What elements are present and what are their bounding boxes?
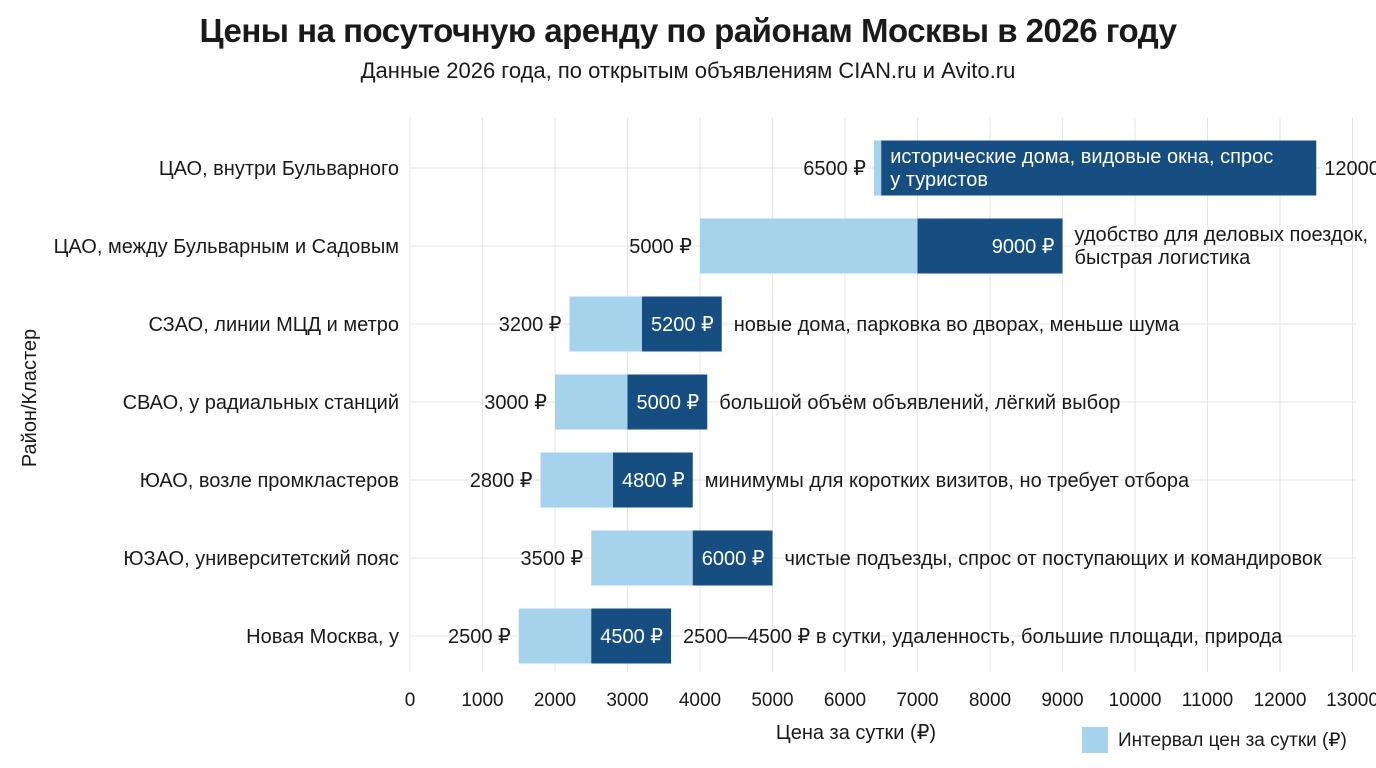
high-price-label: 4800 ₽: [622, 470, 685, 492]
bar-segment-high: [881, 140, 1317, 196]
legend-label: Интервал цен за сутки (₽): [1118, 729, 1347, 751]
x-tick-label: 5000: [751, 690, 793, 711]
category-label: ЦАО, между Бульварным и Садовым: [54, 236, 399, 258]
x-tick-label: 2000: [534, 690, 576, 711]
bar-note: 2500—4500 ₽ в сутки, удаленность, больши…: [683, 626, 1283, 648]
bar-segment-high: [627, 374, 708, 430]
bar-note: минимумы для коротких визитов, но требуе…: [705, 470, 1190, 492]
high-price-label: 9000 ₽: [992, 236, 1055, 258]
high-price-label: 5000 ₽: [636, 392, 699, 414]
bar-segment-high: [917, 218, 1063, 274]
bar-note: исторические дома, видовые окна, спрос у …: [890, 146, 1273, 191]
bar-segment-high: [591, 608, 671, 664]
bar-segment-low: [874, 140, 882, 196]
x-tick-label: 0: [405, 690, 416, 711]
low-price-label: 3200 ₽: [499, 314, 562, 336]
category-label: ЮЗАО, университетский пояс: [123, 548, 399, 570]
x-tick-label: 8000: [969, 690, 1011, 711]
category-label: Новая Москва, у: [246, 626, 399, 648]
low-price-label: 2500 ₽: [448, 626, 511, 648]
low-price-label: 6500 ₽: [803, 158, 866, 180]
bar-segment-high: [642, 296, 722, 352]
legend: Интервал цен за сутки (₽): [1082, 726, 1347, 754]
category-label: ЮАО, возле промкластеров: [140, 470, 399, 492]
x-tick-label: 1000: [461, 690, 503, 711]
x-tick-label: 7000: [896, 690, 938, 711]
bar-note: новые дома, парковка во дворах, меньше ш…: [734, 314, 1181, 336]
bar-segment-low: [569, 296, 642, 352]
bar-segment-low: [555, 374, 628, 430]
category-label: СВАО, у радиальных станций: [123, 392, 399, 414]
low-price-label: 3000 ₽: [484, 392, 547, 414]
chart-subtitle: Данные 2026 года, по открытым объявления…: [360, 58, 1016, 83]
high-price-label: 4500 ₽: [600, 626, 663, 648]
bar-segment-low: [518, 608, 592, 664]
x-tick-label: 4000: [679, 690, 721, 711]
low-price-label: 2800 ₽: [470, 470, 533, 492]
x-tick-label: 3000: [606, 690, 648, 711]
bar-segment-high: [613, 452, 693, 508]
x-tick-label: 10000: [1109, 690, 1162, 711]
bar-segment-low: [540, 452, 613, 508]
y-axis-title: Район/Кластер: [19, 329, 41, 467]
bar-note: большой объём объявлений, лёгкий выбор: [719, 392, 1120, 414]
x-tick-label: 6000: [824, 690, 866, 711]
category-label: ЦАО, внутри Бульварного: [159, 158, 399, 180]
bar-segment-high: [692, 530, 773, 586]
bar-note: чистые подъезды, спрос от поступающих и …: [785, 548, 1322, 570]
x-tick-label: 11000: [1182, 690, 1233, 711]
bar-segment-low: [700, 218, 918, 274]
low-price-label: 3500 ₽: [520, 548, 583, 570]
high-price-label: 5200 ₽: [651, 314, 714, 336]
x-tick-label: 12000: [1254, 690, 1307, 711]
x-tick-label: 13000: [1326, 690, 1376, 711]
low-price-label: 5000 ₽: [629, 236, 692, 258]
bar-segment-low: [591, 530, 693, 586]
x-axis-title: Цена за сутки (₽): [776, 722, 936, 744]
legend-swatch: [1082, 727, 1108, 753]
chart-title: Цены на посуточную аренду по районам Мос…: [199, 12, 1177, 49]
high-price-label: 12000 ₽: [1324, 158, 1376, 180]
category-label: СЗАО, линии МЦД и метро: [148, 314, 399, 336]
bar-note: удобство для деловых поездок, быстрая лог…: [1075, 224, 1369, 269]
high-price-label: 6000 ₽: [702, 548, 765, 570]
x-tick-label: 9000: [1041, 690, 1083, 711]
